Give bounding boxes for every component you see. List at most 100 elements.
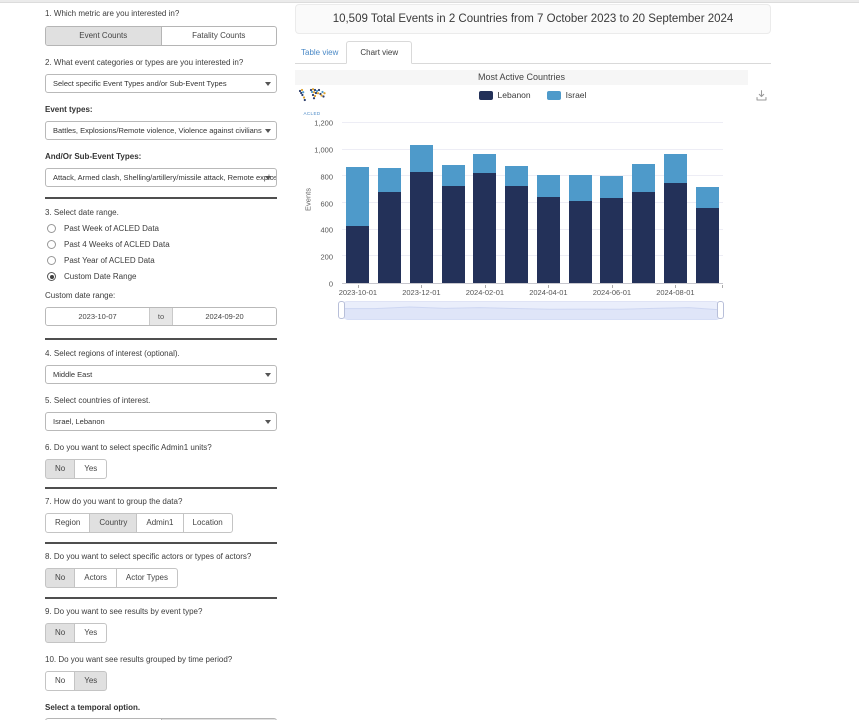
event-category-dropdown[interactable]: Select specific Event Types and/or Sub-E… — [45, 74, 277, 93]
bar-segment-lebanon — [409, 172, 433, 283]
sub-event-types-dropdown[interactable]: Attack, Armed clash, Shelling/artillery/… — [45, 168, 277, 187]
x-tick-label: 2024-08-01 — [656, 288, 695, 297]
gridline — [342, 228, 723, 230]
gridline — [342, 255, 723, 257]
countries-dropdown[interactable]: Israel, Lebanon — [45, 412, 277, 431]
time-period-toggle: No Yes — [45, 671, 108, 691]
event-counts-button[interactable]: Event Counts — [46, 27, 161, 45]
bar-segment-israel — [473, 153, 497, 173]
x-tick-mark — [421, 285, 423, 288]
x-tick-mark — [611, 285, 613, 288]
gridline — [342, 175, 723, 177]
y-tick-label: 400 — [320, 225, 333, 235]
q8-label: 8. Do you want to select specific actors… — [45, 552, 252, 561]
radio-custom-date-range[interactable]: Custom Date Range — [45, 272, 277, 281]
total-events-summary: 10,509 Total Events in 2 Countries from … — [295, 4, 771, 34]
gridline — [342, 148, 723, 150]
radio-icon[interactable] — [47, 240, 56, 249]
tab-chart-view[interactable]: Chart view — [346, 41, 413, 64]
group-location-button[interactable]: Location — [182, 513, 233, 533]
y-tick-label: 800 — [320, 172, 333, 182]
chevron-down-icon — [265, 176, 271, 180]
acled-logo: ACLED — [297, 87, 327, 116]
download-icon[interactable] — [755, 89, 768, 102]
y-axis-ticks: 0 200 400 600 800 1,000 1,200 — [295, 119, 337, 289]
bar-2023-11-01 — [374, 123, 406, 283]
gridline — [342, 122, 723, 123]
radio-past-4-weeks[interactable]: Past 4 Weeks of ACLED Data — [45, 240, 277, 249]
admin1-no-button[interactable]: No — [45, 459, 76, 479]
group-country-button[interactable]: Country — [89, 513, 138, 533]
q7-label: 7. How do you want to group the data? — [45, 497, 183, 506]
q4-label: 4. Select regions of interest (optional)… — [45, 349, 180, 358]
y-tick-label: 1,000 — [314, 145, 333, 155]
event-types-label: Event types: — [45, 105, 93, 114]
time-range-slider[interactable] — [338, 301, 724, 320]
chevron-down-icon — [265, 373, 271, 377]
chart-title: Most Active Countries — [295, 70, 748, 85]
divider — [45, 338, 277, 340]
by-event-type-no-button[interactable]: No — [45, 623, 76, 643]
end-date-input[interactable]: 2024-09-20 — [173, 308, 276, 325]
x-tick-label: 2024-04-01 — [529, 288, 568, 297]
group-region-button[interactable]: Region — [45, 513, 91, 533]
group-admin1-button[interactable]: Admin1 — [136, 513, 184, 533]
radio-checked-icon[interactable] — [47, 272, 56, 281]
bar-segment-israel — [695, 187, 719, 208]
bar-segment-israel — [663, 153, 687, 183]
start-date-input[interactable]: 2023-10-07 — [46, 308, 149, 325]
radio-past-week[interactable]: Past Week of ACLED Data — [45, 224, 277, 233]
bar-segment-lebanon — [378, 192, 402, 283]
results-panel: 10,509 Total Events in 2 Countries from … — [295, 4, 771, 325]
bar-2024-03-01 — [501, 123, 533, 283]
slider-handle-right[interactable] — [717, 301, 724, 319]
divider — [45, 597, 277, 599]
bar-2024-01-01 — [437, 123, 469, 283]
divider — [45, 197, 277, 199]
fatality-counts-button[interactable]: Fatality Counts — [160, 27, 277, 45]
radio-icon[interactable] — [47, 256, 56, 265]
actor-types-button[interactable]: Actor Types — [115, 568, 178, 588]
legend-item-israel: Israel — [546, 90, 586, 100]
acled-logo-map — [298, 88, 326, 102]
chart-legend: Lebanon Israel — [342, 90, 723, 100]
x-axis-labels: 2023-10-01 2023-12-01 2024-02-01 2024-04-01… — [339, 285, 723, 298]
event-types-dropdown[interactable]: Battles, Explosions/Remote violence, Vio… — [45, 121, 277, 140]
admin1-toggle: No Yes — [45, 459, 108, 479]
bar-2024-04-01 — [533, 123, 565, 283]
chevron-down-icon — [265, 129, 271, 133]
acled-logo-text: ACLED — [303, 111, 321, 116]
date-range-separator: to — [149, 308, 173, 325]
slider-handle-left[interactable] — [338, 301, 345, 319]
radio-past-year[interactable]: Past Year of ACLED Data — [45, 256, 277, 265]
x-tick-label: 2023-12-01 — [402, 288, 441, 297]
admin1-yes-button[interactable]: Yes — [74, 459, 108, 479]
israel-swatch — [546, 90, 561, 100]
lebanon-swatch — [478, 90, 493, 100]
gridline — [342, 202, 723, 203]
actors-button[interactable]: Actors — [74, 568, 117, 588]
tab-table-view[interactable]: Table view — [301, 48, 339, 57]
q3-label: 3. Select date range. — [45, 208, 119, 217]
view-tabs: Table view Chart view — [295, 41, 771, 64]
bar-segment-lebanon — [632, 191, 656, 283]
by-event-type-yes-button[interactable]: Yes — [74, 623, 108, 643]
bar-segment-israel — [409, 145, 433, 173]
radio-icon[interactable] — [47, 224, 56, 233]
x-tick-label: 2024-02-01 — [465, 288, 505, 297]
sub-event-types-label: And/Or Sub-Event Types: — [45, 152, 142, 161]
chevron-down-icon — [265, 420, 271, 424]
time-period-yes-button[interactable]: Yes — [74, 671, 108, 691]
regions-dropdown[interactable]: Middle East — [45, 365, 277, 384]
y-tick-label: 600 — [320, 199, 333, 208]
q1-label: 1. Which metric are you interested in? — [45, 9, 180, 18]
chart-body: ACLED Lebanon Israel Events 0 200 — [295, 85, 771, 325]
time-period-no-button[interactable]: No — [45, 671, 76, 691]
y-tick-label: 1,200 — [314, 118, 333, 128]
actors-no-button[interactable]: No — [45, 568, 76, 588]
group-by-toggle: Region Country Admin1 Location — [45, 513, 233, 533]
q10-label: 10. Do you want see results grouped by t… — [45, 655, 233, 664]
legend-item-lebanon: Lebanon — [478, 90, 531, 100]
bar-segment-lebanon — [536, 197, 560, 283]
